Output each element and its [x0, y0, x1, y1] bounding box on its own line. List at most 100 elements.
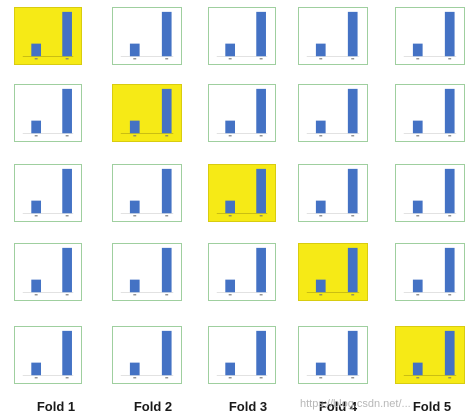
bar-small	[129, 43, 140, 57]
x-tick-mark	[351, 135, 355, 137]
mini-bar-chart	[306, 88, 360, 137]
bar-large	[161, 330, 172, 376]
x-tick-mark	[416, 294, 420, 296]
x-tick-mark	[228, 377, 232, 379]
bar-large	[62, 247, 72, 293]
x-tick-mark	[65, 215, 69, 217]
x-tick-mark	[351, 377, 355, 379]
x-tick-mark	[165, 135, 169, 137]
x-tick-mark	[259, 135, 263, 137]
fold-tile-r5-c4	[298, 326, 368, 384]
x-tick-mark	[133, 58, 137, 60]
x-tick-mark	[228, 215, 232, 217]
bar-small	[225, 279, 236, 293]
bar-large	[347, 247, 358, 293]
bar-small	[412, 362, 423, 376]
bar-small	[31, 120, 42, 134]
x-tick-mark	[34, 215, 38, 217]
fold-tile-r1-c1	[14, 7, 82, 65]
bar-small	[129, 200, 140, 214]
mini-bar-chart	[216, 11, 268, 60]
mini-bar-chart	[22, 168, 74, 217]
fold-tile-r2-c4	[298, 84, 368, 142]
mini-bar-chart	[22, 330, 74, 379]
mini-bar-chart	[403, 168, 457, 217]
x-tick-mark	[351, 215, 355, 217]
mini-bar-chart	[306, 11, 360, 60]
x-tick-mark	[259, 294, 263, 296]
bar-small	[412, 200, 423, 214]
mini-bar-chart	[22, 11, 74, 60]
x-tick-mark	[133, 215, 137, 217]
x-tick-mark	[416, 58, 420, 60]
bar-large	[444, 168, 455, 214]
fold-tile-r3-c2	[112, 164, 182, 222]
x-tick-mark	[165, 215, 169, 217]
bar-large	[444, 88, 455, 134]
fold-tile-r4-c4	[298, 243, 368, 301]
mini-bar-chart	[120, 168, 174, 217]
x-tick-mark	[228, 294, 232, 296]
x-tick-mark	[448, 135, 452, 137]
fold-tile-r5-c3	[208, 326, 276, 384]
x-tick-mark	[351, 58, 355, 60]
bar-small	[315, 120, 326, 134]
bar-large	[347, 11, 358, 57]
fold-tile-r1-c3	[208, 7, 276, 65]
bar-large	[444, 11, 455, 57]
mini-bar-chart	[216, 88, 268, 137]
x-tick-mark	[448, 294, 452, 296]
fold-tile-r5-c5	[395, 326, 465, 384]
mini-bar-chart	[403, 11, 457, 60]
bar-large	[347, 88, 358, 134]
bar-small	[412, 43, 423, 57]
bar-large	[256, 88, 266, 134]
bar-large	[62, 168, 72, 214]
bar-large	[256, 247, 266, 293]
x-tick-mark	[259, 377, 263, 379]
fold-tile-r2-c5	[395, 84, 465, 142]
bar-large	[161, 11, 172, 57]
x-tick-mark	[165, 294, 169, 296]
bar-small	[225, 362, 236, 376]
fold-tile-r2-c2	[112, 84, 182, 142]
x-tick-mark	[448, 215, 452, 217]
fold-tile-r1-c4	[298, 7, 368, 65]
bar-small	[225, 120, 236, 134]
x-tick-mark	[133, 135, 137, 137]
x-tick-mark	[65, 58, 69, 60]
x-tick-mark	[165, 58, 169, 60]
x-tick-mark	[228, 58, 232, 60]
mini-bar-chart	[403, 330, 457, 379]
x-tick-mark	[416, 377, 420, 379]
x-tick-mark	[165, 377, 169, 379]
bar-large	[161, 88, 172, 134]
mini-bar-chart	[22, 247, 74, 296]
fold-tile-r4-c5	[395, 243, 465, 301]
fold-label-5: Fold 5	[412, 399, 452, 414]
x-tick-mark	[319, 294, 323, 296]
fold-tile-r5-c2	[112, 326, 182, 384]
fold-label-2: Fold 2	[133, 399, 173, 414]
x-tick-mark	[34, 58, 38, 60]
fold-tile-r4-c2	[112, 243, 182, 301]
x-tick-mark	[133, 294, 137, 296]
x-tick-mark	[319, 215, 323, 217]
x-tick-mark	[448, 58, 452, 60]
mini-bar-chart	[403, 88, 457, 137]
x-tick-mark	[65, 135, 69, 137]
bar-large	[347, 168, 358, 214]
x-tick-mark	[448, 377, 452, 379]
fold-tile-r3-c4	[298, 164, 368, 222]
fold-tile-r4-c3	[208, 243, 276, 301]
bar-large	[62, 330, 72, 376]
bar-small	[225, 200, 236, 214]
fold-label-1: Fold 1	[36, 399, 76, 414]
bar-small	[315, 362, 326, 376]
watermark-text: https://blog.csdn.net/...	[300, 398, 411, 410]
fold-tile-r2-c3	[208, 84, 276, 142]
mini-bar-chart	[216, 247, 268, 296]
bar-large	[256, 330, 266, 376]
bar-large	[161, 168, 172, 214]
fold-label-3: Fold 3	[228, 399, 268, 414]
